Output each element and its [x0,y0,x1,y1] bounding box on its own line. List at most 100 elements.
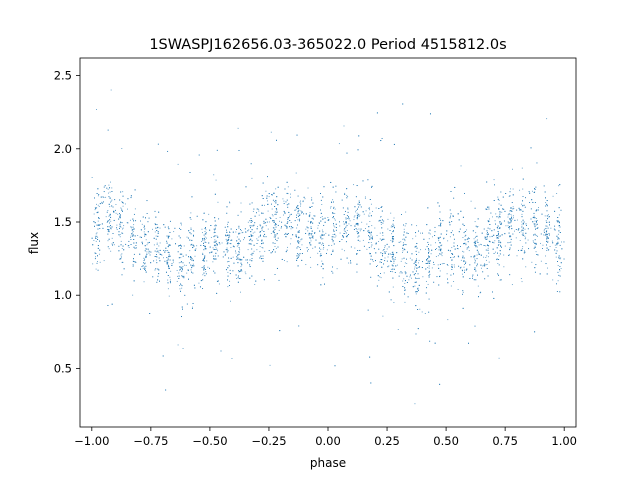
scatter-point [509,191,511,193]
scatter-point [144,233,146,235]
scatter-point [558,214,560,216]
scatter-point [484,265,486,267]
scatter-point [108,229,110,231]
scatter-point [181,261,182,263]
scatter-point [559,226,561,228]
scatter-point [558,185,560,187]
scatter-point [439,242,441,243]
scatter-point [215,240,217,242]
scatter-point [556,193,558,194]
scatter-point [297,219,299,221]
scatter-point [202,252,204,254]
scatter-point [141,236,142,238]
scatter-point [156,259,158,261]
scatter-point [277,237,279,239]
scatter-point [551,240,553,242]
scatter-point [522,210,524,212]
scatter-point [556,291,558,292]
scatter-point [368,229,370,231]
scatter-point [96,232,98,234]
scatter-point [144,233,146,235]
scatter-point [168,235,170,237]
scatter-point [475,279,477,281]
scatter-point [356,223,358,225]
scatter-point [510,207,512,209]
scatter-point [303,213,305,215]
scatter-point [310,244,312,246]
scatter-point [425,292,427,294]
scatter-point [557,217,559,218]
scatter-point [183,277,185,279]
scatter-point [226,229,227,231]
scatter-point [247,259,248,261]
scatter-point [520,278,522,279]
scatter-point [169,255,171,257]
scatter-point [371,238,373,240]
scatter-point [545,225,547,227]
scatter-point [403,257,405,259]
scatter-point [367,230,369,232]
scatter-point [269,216,271,218]
scatter-point [182,348,184,349]
scatter-point [414,245,416,247]
scatter-point [428,272,430,273]
scatter-point [240,291,241,293]
scatter-point [315,239,317,241]
scatter-point [321,235,322,237]
scatter-point [523,221,525,223]
scatter-point [180,266,182,268]
scatter-point [256,249,258,251]
scatter-point [535,186,537,188]
scatter-point [368,214,370,216]
scatter-point [358,202,360,204]
scatter-point [299,247,301,248]
scatter-point [132,265,134,267]
scatter-point [330,253,332,255]
scatter-point [557,261,558,262]
scatter-point [110,220,112,222]
scatter-point [497,252,498,254]
scatter-point [262,242,264,244]
scatter-point [249,266,251,268]
scatter-point [133,242,135,244]
scatter-point [205,248,207,250]
scatter-point [249,239,251,241]
scatter-point [299,214,301,216]
scatter-point [434,226,436,228]
scatter-point [168,228,170,230]
scatter-point [534,202,536,203]
scatter-point [521,248,523,250]
scatter-point [488,233,489,235]
scatter-point [556,235,558,237]
scatter-point [96,207,98,209]
scatter-point [532,221,534,223]
scatter-point [332,199,334,201]
scatter-point [426,224,428,226]
scatter-point [128,245,130,247]
scatter-point [191,258,193,260]
scatter-point [178,235,180,237]
scatter-point [464,192,465,194]
scatter-point [188,262,190,264]
scatter-point [284,213,286,215]
scatter-point [547,240,549,242]
scatter-point [268,221,270,223]
scatter-point [477,251,479,253]
scatter-point [102,227,104,229]
scatter-point [466,247,468,249]
scatter-point [169,259,171,261]
scatter-point [205,232,207,233]
scatter-point [276,196,278,198]
scatter-point [338,221,340,223]
scatter-point [383,252,385,254]
scatter-point [340,258,342,260]
scatter-point [286,204,288,206]
scatter-point [339,225,341,227]
scatter-point [520,231,522,233]
scatter-point [558,221,560,223]
scatter-point [213,270,215,272]
scatter-point [300,203,302,205]
scatter-point [109,214,111,216]
scatter-point [525,266,527,268]
scatter-point [375,252,377,254]
